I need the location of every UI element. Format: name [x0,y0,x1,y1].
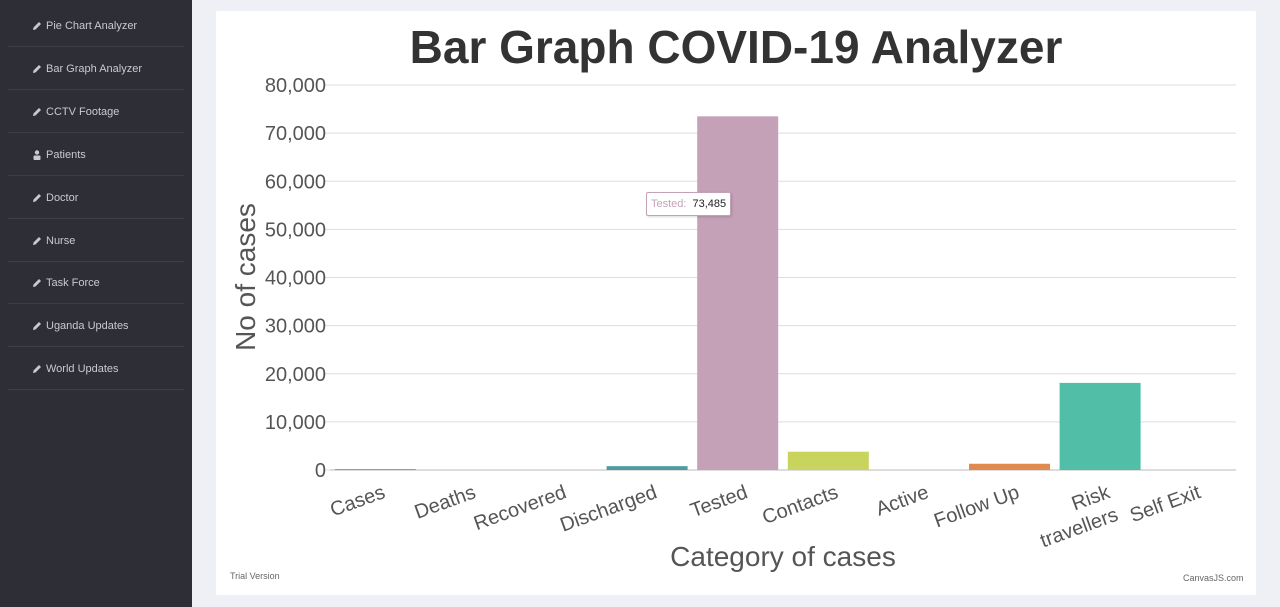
x-tick-label: Self Exit [1127,481,1204,527]
pencil-icon [28,192,46,204]
sidebar-item-doctor[interactable]: Doctor [8,177,184,219]
sidebar-item-label: Task Force [46,276,100,289]
x-tick-label-text: Active [873,481,932,520]
x-tick-label: Cases [327,481,388,521]
x-tick-label: Deaths [412,481,479,523]
sidebar-item-bar-graph-analyzer[interactable]: Bar Graph Analyzer [8,48,184,90]
y-tick-label: 10,000 [265,412,326,434]
x-tick-label-text: Discharged [557,481,660,536]
x-tick-label-text: Contacts [759,481,841,529]
x-tick-label-text: Self Exit [1127,481,1204,527]
y-tick-label: 50,000 [265,219,326,241]
sidebar-item-label: CCTV Footage [46,105,120,118]
x-tick-label-text: Follow Up [931,481,1022,532]
x-tick-label-text: Deaths [412,481,479,523]
sidebar-item-label: World Updates [46,362,119,375]
sidebar-item-label: Doctor [46,191,79,204]
y-tick-label: 30,000 [265,316,326,338]
bar[interactable] [606,466,688,470]
chart-tooltip: Tested: 73,485 [646,192,732,216]
sidebar-item-world-updates[interactable]: World Updates [8,348,184,390]
sidebar-item-label: Bar Graph Analyzer [46,62,142,75]
bar[interactable] [787,451,869,470]
x-tick-label: Contacts [759,481,841,529]
bar[interactable] [1059,382,1141,470]
pencil-icon [28,106,46,118]
x-tick-label: Recovered [471,481,569,535]
x-axis-title: Category of cases [670,541,896,572]
sidebar-item-label: Patients [46,148,86,161]
bar[interactable] [697,116,779,470]
sidebar-item-task-force[interactable]: Task Force [8,262,184,304]
y-tick-label: 60,000 [265,171,326,193]
pencil-icon [28,20,46,32]
pencil-icon [28,63,46,75]
sidebar: Pie Chart Analyzer Bar Graph Analyzer CC… [0,0,192,607]
tooltip-value: 73,485 [692,198,727,210]
bar[interactable] [334,469,416,471]
pencil-icon [28,277,46,289]
x-tick-label: Discharged [557,481,660,536]
trial-version-label: Trial Version [230,571,280,581]
sidebar-item-nurse[interactable]: Nurse [8,220,184,262]
sidebar-item-patients[interactable]: Patients [8,134,184,176]
tooltip-label: Tested: [651,198,687,210]
y-tick-label: 80,000 [265,75,326,97]
x-tick-label-text: Recovered [471,481,569,535]
chart-title: Bar Graph COVID-19 Analyzer [409,21,1063,73]
pencil-icon [28,235,46,247]
x-tick-label-text: Cases [327,481,388,521]
x-tick-label: Follow Up [931,481,1022,532]
patient-icon [28,149,46,161]
sidebar-item-label: Uganda Updates [46,319,129,332]
sidebar-item-pie-chart-analyzer[interactable]: Pie Chart Analyzer [8,5,184,47]
canvasjs-credit[interactable]: CanvasJS.com [1183,573,1244,583]
y-tick-label: 20,000 [265,364,326,386]
x-tick-label: Active [873,481,932,520]
x-tick-label-text: Tested [688,481,751,522]
x-tick-label: Tested [688,481,751,522]
y-tick-label: 70,000 [265,123,326,145]
y-tick-label: 40,000 [265,268,326,290]
y-tick-label: 0 [315,460,326,482]
pencil-icon [28,363,46,375]
sidebar-item-label: Pie Chart Analyzer [46,19,138,32]
sidebar-item-cctv-footage[interactable]: CCTV Footage [8,91,184,133]
sidebar-item-label: Nurse [46,234,76,247]
y-axis-title: No of cases [230,203,261,351]
pencil-icon [28,320,46,332]
sidebar-item-uganda-updates[interactable]: Uganda Updates [8,305,184,347]
bar[interactable] [969,463,1050,470]
